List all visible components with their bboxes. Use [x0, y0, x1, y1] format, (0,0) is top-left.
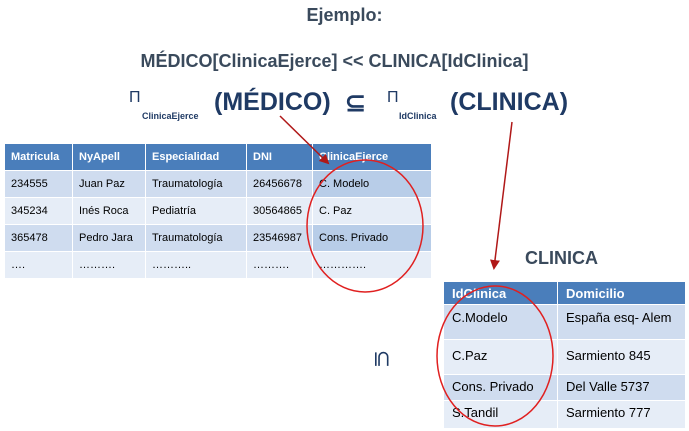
slide-title: Ejemplo: [306, 5, 383, 25]
table-cell: Traumatología [145, 170, 247, 198]
projection-relation-left: (MÉDICO) [214, 88, 331, 116]
table-cell: Sarmiento 845 [557, 339, 686, 375]
clinica-header-domicilio: Domicilio [557, 281, 686, 305]
table-cell: Juan Paz [72, 170, 146, 198]
table-cell: Pediatría [145, 197, 247, 225]
table-row: S.Tandil Sarmiento 777 [443, 400, 686, 429]
table-cell: C. Paz [312, 197, 432, 225]
table-cell: ………. [72, 251, 146, 279]
table-cell: C.Modelo [443, 304, 558, 340]
pi-symbol-right: Π [387, 89, 399, 106]
table-row: Cons. Privado Del Valle 5737 [443, 374, 686, 401]
medico-header-matricula: Matricula [4, 143, 73, 171]
table-cell: Traumatología [145, 224, 247, 252]
table-row: 345234 Inés Roca Pediatría 30564865 C. P… [4, 197, 432, 225]
table-cell: ……….. [145, 251, 247, 279]
table-cell: 23546987 [246, 224, 313, 252]
table-cell: Inés Roca [72, 197, 146, 225]
table-cell: ………. [246, 251, 313, 279]
table-cell: 345234 [4, 197, 73, 225]
medico-header-clinicaejerce: ClinicaEjerce [312, 143, 432, 171]
table-cell: 30564865 [246, 197, 313, 225]
clinica-title: CLINICA [525, 248, 598, 268]
table-cell: Pedro Jara [72, 224, 146, 252]
arrow-to-idclinica [490, 121, 513, 270]
table-cell: 365478 [4, 224, 73, 252]
medico-table: Matricula NyApell Especialidad DNI Clini… [4, 143, 432, 279]
table-cell: 26456678 [246, 170, 313, 198]
projection-subscript-right: IdClinica [399, 111, 437, 121]
medico-header-especialidad: Especialidad [145, 143, 247, 171]
table-row: 365478 Pedro Jara Traumatología 23546987… [4, 224, 432, 252]
table-cell: Cons. Privado [312, 224, 432, 252]
subset-symbol: ⊆ [370, 349, 396, 369]
table-cell: C. Modelo [312, 170, 432, 198]
pi-symbol-left: Π [129, 89, 141, 106]
medico-header-nyapell: NyApell [72, 143, 146, 171]
table-row: 234555 Juan Paz Traumatología 26456678 C… [4, 170, 432, 198]
table-row: C.Modelo España esq- Alem [443, 304, 686, 340]
table-cell: España esq- Alem [557, 304, 686, 340]
clinica-header-idclinica: IdClinica [443, 281, 558, 305]
table-cell: …. [4, 251, 73, 279]
table-row: C.Paz Sarmiento 845 [443, 339, 686, 375]
clinica-header-row: IdClinica Domicilio [443, 281, 686, 305]
inclusion-rule: MÉDICO[ClinicaEjerce] << CLINICA[IdClini… [140, 51, 529, 71]
medico-header-dni: DNI [246, 143, 313, 171]
table-cell: S.Tandil [443, 400, 558, 429]
clinica-table: IdClinica Domicilio C.Modelo España esq-… [443, 281, 686, 429]
subset-operator: ⊆ [345, 89, 366, 117]
table-cell: Cons. Privado [443, 374, 558, 401]
medico-header-row: Matricula NyApell Especialidad DNI Clini… [4, 143, 432, 171]
table-cell: C.Paz [443, 339, 558, 375]
table-cell: 234555 [4, 170, 73, 198]
table-row: …. ………. ……….. ………. …………. [4, 251, 432, 279]
projection-relation-right: (CLINICA) [450, 88, 569, 116]
table-cell: …………. [312, 251, 432, 279]
projection-subscript-left: ClinicaEjerce [142, 111, 199, 121]
table-cell: Sarmiento 777 [557, 400, 686, 429]
table-cell: Del Valle 5737 [557, 374, 686, 401]
